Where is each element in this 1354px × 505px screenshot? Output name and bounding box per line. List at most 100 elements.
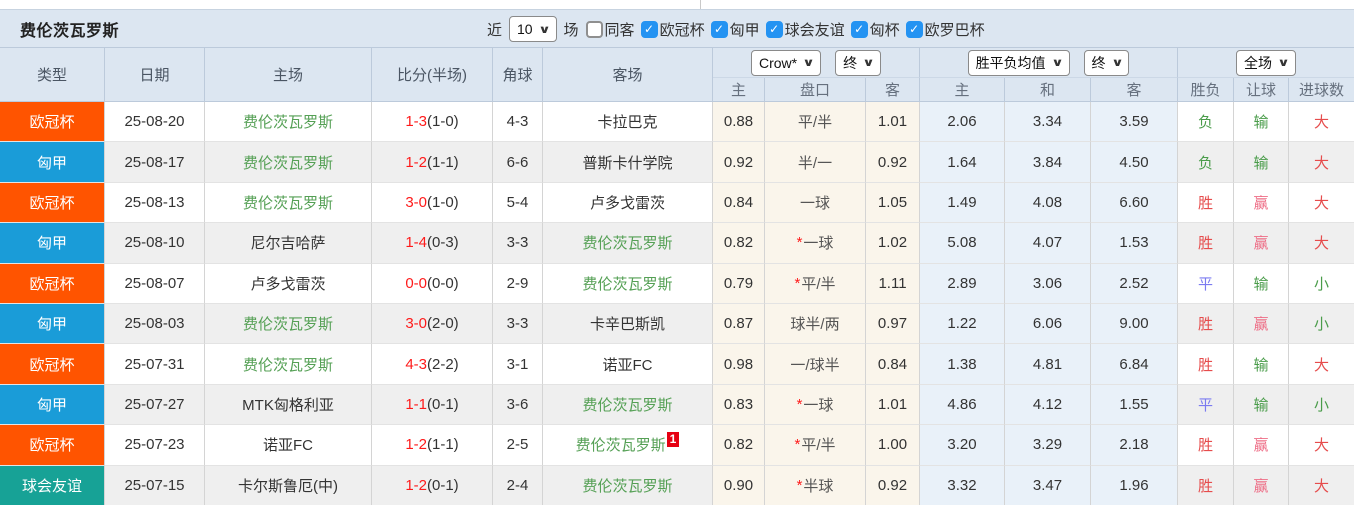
odds-home-cell: 0.87 [713, 303, 765, 345]
recent-count-select[interactable]: 10 ∨ [509, 16, 557, 42]
table-row: 欧冠杯 25-08-20 费伦茨瓦罗斯 1-3 (1-0) 4-3 卡拉巴克 0.… [0, 102, 1354, 143]
corner-cell: 4-3 [493, 102, 543, 143]
corner-cell: 2-5 [493, 425, 543, 466]
away-team-name[interactable]: 卡辛巴斯凯 [589, 316, 665, 334]
sub-header-avg-draw: 和 [1005, 78, 1091, 102]
away-team-name[interactable]: 卢多戈雷茨 [589, 194, 665, 212]
odds-away-cell: 0.92 [866, 142, 920, 183]
scope-value: 全场 [1244, 54, 1273, 71]
date-cell: 25-08-03 [105, 303, 205, 345]
away-team-name[interactable]: 诺亚FC [602, 356, 653, 374]
result-handicap: 赢 [1234, 465, 1289, 505]
halftime-score: (2-0) [427, 315, 459, 333]
filter-checkbox-item[interactable]: ✓ 欧冠杯 [640, 19, 705, 40]
date-cell: 25-08-17 [105, 142, 205, 183]
home-team-name[interactable]: 费伦茨瓦罗斯 [242, 114, 333, 132]
filter-checkbox-item[interactable]: ✓ 匈杯 [850, 19, 900, 40]
halftime-score: (0-1) [427, 395, 459, 413]
away-team-name[interactable]: 费伦茨瓦罗斯 [582, 396, 673, 414]
result-goals: 小 [1289, 385, 1354, 426]
handicap-value: 平/半 [801, 437, 836, 455]
col-header-date: 日期 [105, 48, 205, 102]
recent-label: 近 [487, 21, 503, 39]
col-header-type: 类型 [0, 48, 105, 102]
result-wdl: 胜 [1178, 465, 1234, 505]
corner-cell: 5-4 [493, 182, 543, 224]
odds-home-cell: 0.88 [713, 102, 765, 143]
scope-select[interactable]: 全场 ∨ [1236, 49, 1296, 76]
away-team-name[interactable]: 卡拉巴克 [597, 114, 658, 132]
away-team-name[interactable]: 费伦茨瓦罗斯 [582, 235, 673, 253]
handicap-value: 球半/两 [790, 316, 840, 334]
handicap-value: 一/球半 [790, 356, 840, 374]
away-team-name[interactable]: 普斯卡什学院 [582, 154, 673, 172]
fulltime-score: 1-3 [405, 113, 427, 131]
result-wdl: 胜 [1178, 344, 1234, 385]
away-team-name[interactable]: 费伦茨瓦罗斯 [582, 477, 673, 495]
handicap-cell: * 平/半 [765, 263, 866, 304]
handicap-cell: 球半/两 [765, 303, 866, 345]
avg-home-cell: 2.89 [920, 263, 1005, 304]
avg-time-select[interactable]: 终 ∨ [1083, 49, 1130, 76]
table-row: 匈甲 25-08-17 费伦茨瓦罗斯 1-2 (1-1) 6-6 普斯卡什学院 0… [0, 142, 1354, 183]
filter-checkbox-item[interactable]: ✓ 球会友谊 [765, 19, 845, 40]
home-team-name[interactable]: 费伦茨瓦罗斯 [242, 356, 333, 374]
sub-header-odds-home: 主 [713, 78, 765, 102]
fulltime-score: 1-1 [405, 395, 427, 413]
chevron-down-icon: ∨ [802, 57, 815, 69]
checkbox-icon: ✓ [765, 20, 783, 38]
corner-cell: 3-3 [493, 223, 543, 264]
date-cell: 25-08-07 [105, 263, 205, 304]
sub-header-goals: 进球数 [1289, 78, 1354, 102]
home-team-name[interactable]: 费伦茨瓦罗斯 [242, 316, 333, 334]
score-cell: 1-2 (1-1) [372, 425, 493, 466]
home-team-name[interactable]: 卡尔斯鲁厄(中) [238, 477, 338, 495]
filter-checkbox-item[interactable]: 同客 [585, 19, 635, 40]
result-wdl: 胜 [1178, 303, 1234, 345]
filter-checkbox-item[interactable]: ✓ 匈甲 [710, 19, 760, 40]
odds-away-cell: 1.01 [866, 384, 920, 426]
checkbox-icon: ✓ [905, 20, 923, 38]
home-team-name[interactable]: 卢多戈雷茨 [250, 275, 326, 293]
avg-draw-cell: 3.84 [1005, 142, 1091, 183]
avg-home-cell: 4.86 [920, 384, 1005, 426]
halftime-score: (0-0) [427, 274, 459, 292]
date-cell: 25-08-20 [105, 102, 205, 143]
filter-checkbox-item[interactable]: ✓ 欧罗巴杯 [905, 19, 985, 40]
fulltime-score: 4-3 [405, 355, 427, 373]
home-team-name[interactable]: 诺亚FC [263, 437, 313, 455]
result-goals: 大 [1289, 344, 1354, 385]
odds-time-select[interactable]: 终 ∨ [835, 49, 881, 76]
league-cell: 欧冠杯 [0, 263, 105, 304]
result-goals: 大 [1289, 102, 1354, 143]
odds-company-select[interactable]: Crow* ∨ [751, 49, 822, 76]
away-team-name[interactable]: 费伦茨瓦罗斯 [575, 437, 666, 455]
table-row: 欧冠杯 25-07-31 费伦茨瓦罗斯 4-3 (2-2) 3-1 诺亚FC 0.… [0, 344, 1354, 385]
odds-home-cell: 0.83 [713, 384, 765, 426]
away-team-name[interactable]: 费伦茨瓦罗斯 [582, 275, 673, 293]
avg-draw-cell: 6.06 [1005, 303, 1091, 345]
result-handicap: 赢 [1234, 182, 1289, 224]
date-cell: 25-08-10 [105, 223, 205, 264]
result-handicap: 输 [1234, 102, 1289, 143]
home-team-name[interactable]: 费伦茨瓦罗斯 [242, 154, 333, 172]
date-cell: 25-08-13 [105, 182, 205, 224]
away-team-cell: 诺亚FC [543, 344, 713, 385]
avg-draw-cell: 3.47 [1005, 465, 1091, 505]
checkbox-icon [585, 20, 603, 38]
avg-type-select[interactable]: 胜平负均值 ∨ [967, 49, 1070, 76]
score-cell: 3-0 (1-0) [372, 182, 493, 224]
fulltime-score: 1-2 [405, 436, 427, 454]
home-team-name[interactable]: 费伦茨瓦罗斯 [242, 194, 333, 212]
corner-cell: 2-4 [493, 465, 543, 505]
date-cell: 25-07-15 [105, 465, 205, 505]
avg-home-cell: 1.22 [920, 303, 1005, 345]
result-handicap: 输 [1234, 384, 1289, 426]
league-cell: 欧冠杯 [0, 182, 105, 224]
home-team-name[interactable]: MTK匈格利亚 [242, 396, 334, 414]
home-team-name[interactable]: 尼尔吉哈萨 [250, 235, 326, 253]
top-strip [0, 0, 1354, 9]
fulltime-score: 1-2 [405, 153, 427, 171]
avg-home-cell: 1.49 [920, 182, 1005, 224]
filter-label: 欧罗巴杯 [924, 21, 985, 39]
